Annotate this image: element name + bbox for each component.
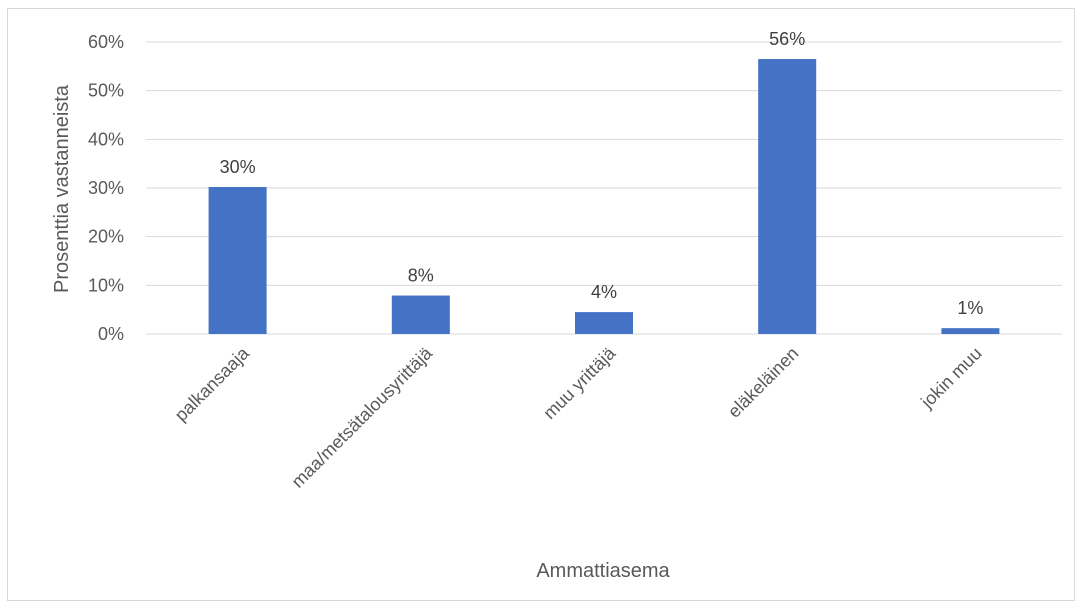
bar (758, 59, 817, 335)
data-label: 4% (591, 282, 617, 302)
y-tick-label: 40% (88, 129, 124, 149)
x-tick-label: maa/metsätalousyrittäjä (288, 342, 437, 491)
data-label: 1% (957, 298, 983, 318)
y-tick-label: 20% (88, 227, 124, 247)
x-axis-title: Ammattiasema (536, 560, 670, 582)
y-tick-label: 50% (88, 81, 124, 101)
y-tick-label: 60% (88, 32, 124, 52)
data-label: 56% (769, 29, 805, 49)
data-label: 30% (220, 157, 256, 177)
y-tick-label: 10% (88, 275, 124, 295)
y-tick-label: 30% (88, 178, 124, 198)
data-labels: 30% 8% 4% 56% 1% (220, 29, 984, 318)
bars (208, 59, 1000, 335)
bar (208, 187, 267, 334)
bar (575, 312, 633, 334)
y-axis-ticks: 0% 10% 20% 30% 40% 50% 60% (88, 32, 124, 344)
data-label: 8% (408, 266, 434, 286)
gridlines (146, 41, 1062, 335)
chart-frame (7, 8, 1075, 601)
y-axis-title: Prosenttia vastanneista (51, 84, 73, 293)
x-tick-label: eläkeläinen (724, 343, 803, 422)
x-tick-label: jokin muu (916, 343, 985, 412)
x-tick-label: palkansaaja (171, 342, 254, 425)
y-tick-label: 0% (98, 324, 124, 344)
bar (391, 295, 450, 334)
x-tick-label: muu yrittäjä (539, 342, 620, 423)
x-axis-ticks: palkansaaja maa/metsätalousyrittäjä muu yr… (171, 342, 986, 491)
bar (941, 328, 1000, 334)
